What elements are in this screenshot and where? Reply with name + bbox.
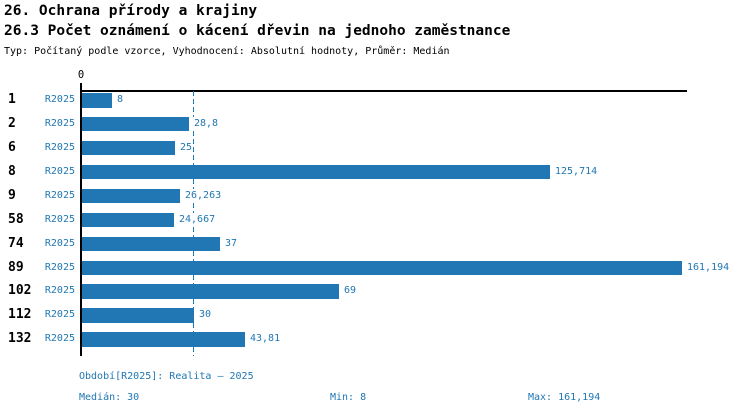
bar-value-label: 161,194 (686, 260, 731, 275)
row-series-label: R2025 (44, 94, 75, 105)
row-series-label: R2025 (44, 141, 75, 153)
chart-row: 1 R2025 8 (0, 92, 750, 108)
chart-row: 9 R2025 26,263 (0, 187, 750, 204)
row-series-label: R2025 (44, 237, 75, 249)
bar-value-label: 28,8 (193, 116, 220, 132)
row-series-label: R2025 (44, 189, 75, 201)
row-category-label: 112 (8, 307, 32, 323)
chart-row: 132 R2025 43,81 (0, 332, 750, 347)
bar (82, 284, 339, 299)
row-category-label: 2 (8, 115, 16, 131)
chart-title: 26. Ochrana přírody a krajiny (4, 3, 258, 19)
bar (82, 212, 174, 228)
row-series-label: R2025 (44, 285, 75, 297)
row-category-label: 89 (8, 259, 24, 275)
row-series-label: R2025 (44, 309, 75, 321)
chart-subtitle-indicator: 26.3 Počet oznámení o kácení dřevin na j… (4, 23, 511, 39)
bar-value-label: 125,714 (554, 164, 599, 180)
row-category-label: 58 (8, 211, 24, 227)
row-series-label: R2025 (44, 117, 75, 129)
x-axis-zero-tick-label: 0 (77, 69, 85, 81)
bar-value-label: 43,81 (249, 332, 282, 347)
footer-period-label: Období[R2025]: Realita – 2025 (79, 371, 254, 382)
bar (82, 164, 550, 180)
row-category-label: 6 (8, 139, 16, 155)
bar-value-label: 24,667 (178, 212, 217, 228)
bar (82, 308, 194, 323)
footer-min-stat: Min: 8 (330, 392, 367, 403)
bar-value-label: 30 (198, 308, 213, 323)
row-category-label: 132 (8, 331, 32, 347)
row-category-label: 102 (8, 283, 32, 299)
bar (82, 332, 245, 347)
bar (82, 236, 220, 252)
bar (82, 260, 682, 275)
x-axis-line (82, 90, 687, 92)
row-category-label: 9 (8, 187, 16, 203)
chart-row: 112 R2025 30 (0, 308, 750, 323)
chart-row: 6 R2025 25 (0, 139, 750, 156)
row-series-label: R2025 (44, 213, 75, 225)
bar (82, 140, 175, 156)
bar-value-label: 69 (343, 284, 358, 299)
chart-row: 74 R2025 37 (0, 235, 750, 252)
bar-value-label: 25 (179, 140, 194, 156)
bar-value-label: 26,263 (184, 188, 223, 204)
bar-value-label: 8 (116, 93, 125, 108)
bar-value-label: 37 (224, 236, 239, 252)
chart-row: 8 R2025 125,714 (0, 163, 750, 180)
row-category-label: 8 (8, 163, 16, 179)
chart-row: 58 R2025 24,667 (0, 211, 750, 228)
row-series-label: R2025 (44, 333, 75, 345)
row-category-label: 1 (8, 92, 16, 107)
y-axis-line (80, 83, 82, 356)
footer-max-stat: Max: 161,194 (528, 392, 601, 403)
row-series-label: R2025 (44, 165, 75, 177)
chart-meta-line: Typ: Počítaný podle vzorce, Vyhodnocení:… (4, 46, 450, 57)
chart-row: 102 R2025 69 (0, 284, 750, 299)
bar (82, 116, 189, 132)
bar (82, 93, 112, 108)
chart-row: 89 R2025 161,194 (0, 259, 750, 275)
bar (82, 188, 180, 204)
footer-median-stat: Medián: 30 (79, 392, 140, 403)
chart-row: 2 R2025 28,8 (0, 115, 750, 132)
row-series-label: R2025 (44, 261, 75, 273)
row-category-label: 74 (8, 235, 24, 251)
